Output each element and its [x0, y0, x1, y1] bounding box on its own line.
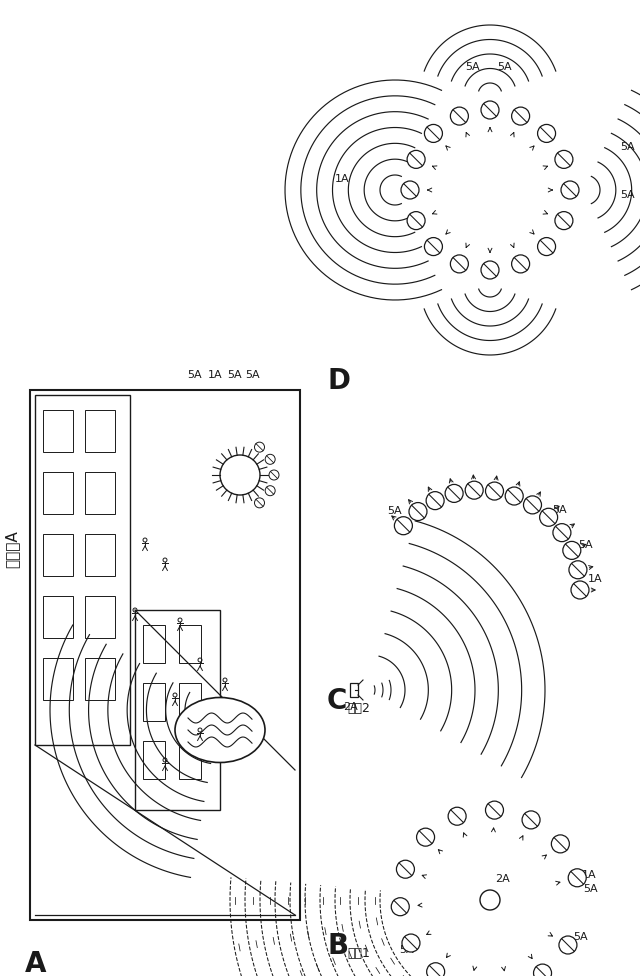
- Circle shape: [568, 869, 586, 887]
- Bar: [350, 683, 358, 697]
- Bar: [85, 596, 115, 638]
- Circle shape: [555, 212, 573, 229]
- Text: 測刲2: 測刲2: [347, 702, 370, 715]
- Bar: [85, 534, 115, 576]
- Text: 5A: 5A: [399, 945, 413, 955]
- Circle shape: [407, 212, 425, 229]
- Circle shape: [448, 807, 466, 826]
- Circle shape: [481, 101, 499, 119]
- Text: 5A: 5A: [244, 370, 259, 380]
- Circle shape: [480, 890, 500, 910]
- Text: サイトA: サイトA: [4, 530, 19, 568]
- Bar: [143, 683, 165, 721]
- Circle shape: [265, 454, 275, 465]
- Text: 5A: 5A: [387, 507, 402, 516]
- Circle shape: [555, 150, 573, 169]
- Circle shape: [265, 486, 275, 496]
- Text: 2A: 2A: [342, 702, 357, 712]
- Circle shape: [486, 482, 504, 500]
- Text: C: C: [327, 687, 348, 715]
- Bar: [43, 596, 73, 638]
- Circle shape: [451, 255, 468, 273]
- Circle shape: [522, 811, 540, 829]
- Bar: [43, 472, 73, 514]
- Circle shape: [255, 442, 264, 452]
- Circle shape: [394, 516, 412, 535]
- Circle shape: [401, 181, 419, 199]
- Text: 測刲1: 測刲1: [347, 947, 370, 960]
- Circle shape: [553, 524, 571, 542]
- Bar: [85, 658, 115, 700]
- Bar: [43, 410, 73, 452]
- Text: 1A: 1A: [588, 574, 603, 584]
- Circle shape: [524, 496, 541, 514]
- Circle shape: [465, 481, 483, 499]
- Circle shape: [561, 181, 579, 199]
- Text: 5A: 5A: [620, 190, 635, 200]
- Bar: [179, 683, 201, 721]
- Circle shape: [569, 561, 587, 579]
- Text: 2A: 2A: [495, 874, 509, 884]
- Text: D: D: [327, 367, 350, 395]
- Circle shape: [445, 484, 463, 503]
- Bar: [143, 625, 165, 663]
- Text: 1A: 1A: [582, 870, 597, 879]
- Bar: [43, 658, 73, 700]
- Circle shape: [571, 581, 589, 599]
- Ellipse shape: [175, 698, 265, 762]
- Circle shape: [417, 829, 435, 846]
- Text: 5A: 5A: [620, 142, 635, 152]
- Text: 5A: 5A: [579, 540, 593, 549]
- Circle shape: [255, 498, 264, 508]
- Text: A: A: [25, 950, 47, 976]
- Bar: [143, 741, 165, 779]
- Circle shape: [538, 237, 556, 256]
- Text: 5A: 5A: [465, 62, 479, 72]
- Text: 5A: 5A: [584, 884, 598, 894]
- Bar: [179, 741, 201, 779]
- Circle shape: [563, 542, 581, 559]
- Text: 1A: 1A: [208, 370, 222, 380]
- Circle shape: [538, 124, 556, 142]
- Circle shape: [481, 261, 499, 279]
- Circle shape: [486, 801, 504, 819]
- Circle shape: [559, 936, 577, 954]
- Circle shape: [269, 470, 279, 480]
- Circle shape: [424, 237, 442, 256]
- Circle shape: [409, 503, 427, 520]
- Circle shape: [220, 455, 260, 495]
- Bar: [30, 390, 300, 920]
- Circle shape: [505, 487, 524, 505]
- Bar: [85, 472, 115, 514]
- Circle shape: [424, 124, 442, 142]
- Bar: [43, 534, 73, 576]
- Circle shape: [511, 107, 530, 125]
- Bar: [135, 610, 220, 810]
- Circle shape: [540, 508, 557, 526]
- Text: 5A: 5A: [573, 932, 588, 942]
- Bar: [85, 410, 115, 452]
- Circle shape: [426, 492, 444, 509]
- Circle shape: [534, 964, 552, 976]
- Circle shape: [511, 255, 530, 273]
- Text: 5A: 5A: [552, 506, 567, 515]
- Circle shape: [391, 898, 409, 915]
- Circle shape: [451, 107, 468, 125]
- Circle shape: [402, 934, 420, 952]
- Text: 5A: 5A: [188, 370, 202, 380]
- Text: 5A: 5A: [228, 370, 243, 380]
- Bar: [35, 395, 130, 745]
- Circle shape: [396, 860, 415, 878]
- Text: 1A: 1A: [335, 174, 349, 184]
- Circle shape: [407, 150, 425, 169]
- Circle shape: [427, 962, 445, 976]
- Text: 5A: 5A: [497, 62, 511, 72]
- Bar: [179, 625, 201, 663]
- Circle shape: [552, 834, 570, 853]
- Text: B: B: [327, 932, 348, 960]
